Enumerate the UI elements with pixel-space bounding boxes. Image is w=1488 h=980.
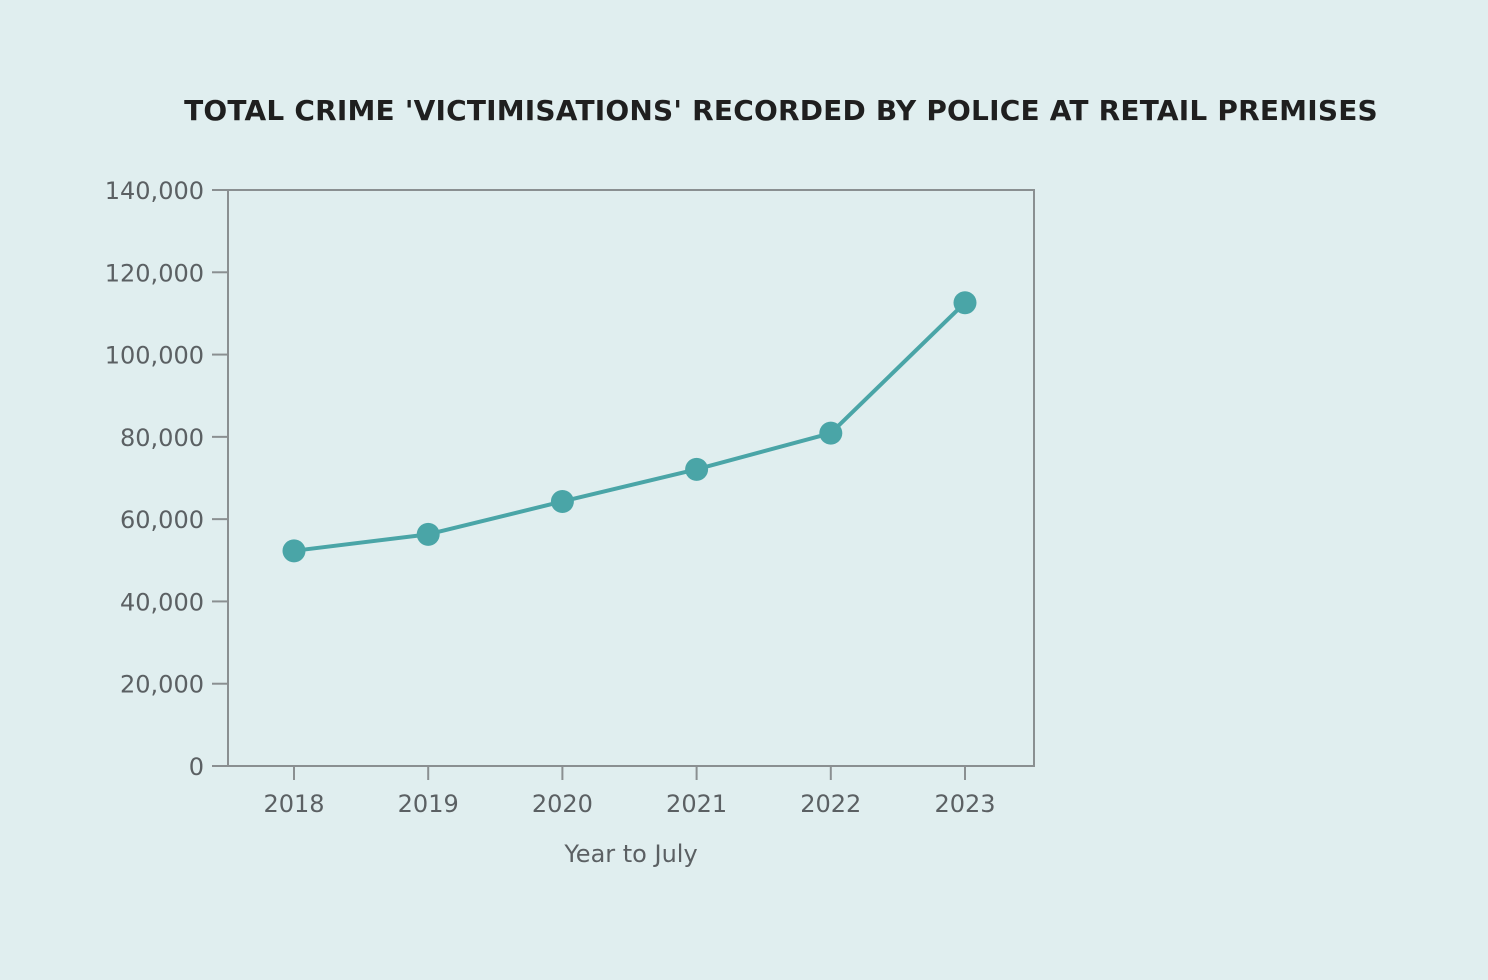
data-point-2020	[550, 489, 574, 513]
data-point-2022	[819, 421, 843, 445]
chart-title: TOTAL CRIME 'VICTIMISATIONS' RECORDED BY…	[184, 94, 1378, 127]
data-point-2018	[282, 539, 306, 563]
y-tick-label: 20,000	[120, 671, 204, 699]
x-tick-label: 2019	[398, 790, 459, 818]
y-tick-label: 0	[189, 753, 204, 781]
x-axis: 2018 2019 2020 2021 2022 2023	[263, 766, 996, 818]
series-line	[293, 301, 967, 553]
data-point-2021	[685, 457, 709, 481]
x-tick-label: 2021	[666, 790, 727, 818]
y-tick-label: 120,000	[105, 259, 204, 287]
x-axis-label: Year to July	[563, 840, 697, 868]
y-tick-label: 40,000	[120, 588, 204, 616]
x-tick-label: 2022	[800, 790, 861, 818]
y-tick-label: 80,000	[120, 424, 204, 452]
x-tick-label: 2023	[934, 790, 995, 818]
y-tick-label: 100,000	[105, 342, 204, 370]
x-tick-label: 2020	[532, 790, 593, 818]
y-tick-label: 140,000	[105, 177, 204, 205]
y-tick-label: 60,000	[120, 506, 204, 534]
x-tick-label: 2018	[263, 790, 324, 818]
data-point-2023	[953, 291, 977, 315]
data-point-2019	[416, 522, 440, 546]
y-axis: 0 20,000 40,000 60,000 80,000 100,000 120,000 1…	[105, 177, 228, 781]
series-layer	[282, 291, 977, 563]
plot-frame	[227, 189, 1035, 767]
